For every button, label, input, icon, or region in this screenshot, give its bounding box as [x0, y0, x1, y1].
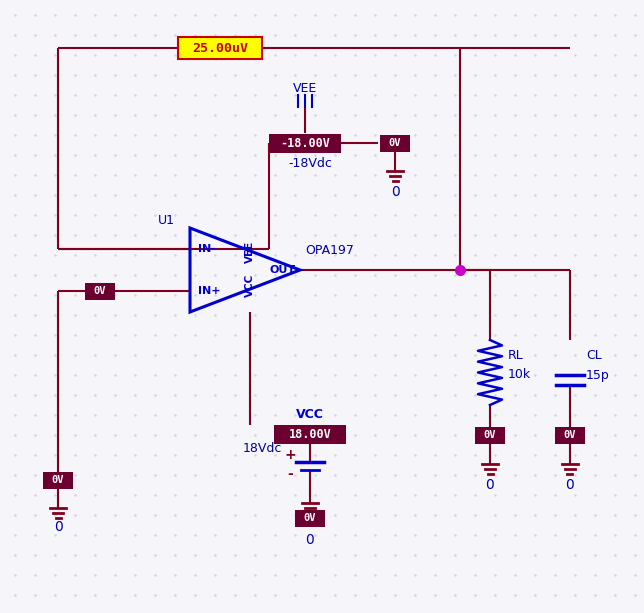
FancyBboxPatch shape [555, 427, 585, 443]
FancyBboxPatch shape [274, 424, 346, 443]
FancyBboxPatch shape [43, 471, 73, 489]
Text: 18.00V: 18.00V [289, 427, 332, 441]
Text: 0V: 0V [484, 430, 497, 440]
Text: 0V: 0V [52, 475, 64, 485]
Text: 10k: 10k [508, 368, 531, 381]
FancyBboxPatch shape [380, 134, 410, 151]
Text: +: + [284, 448, 296, 462]
Text: 0V: 0V [564, 430, 576, 440]
FancyBboxPatch shape [295, 509, 325, 527]
Text: IN+: IN+ [198, 286, 220, 296]
Text: U1: U1 [158, 213, 175, 226]
Text: 0: 0 [53, 520, 62, 534]
Text: 25.00uV: 25.00uV [192, 42, 248, 55]
Text: 0: 0 [565, 478, 574, 492]
Text: CL: CL [586, 349, 601, 362]
Text: 18Vdc: 18Vdc [242, 441, 281, 454]
Text: OUT: OUT [270, 265, 296, 275]
Text: 0: 0 [306, 533, 314, 547]
Text: 0V: 0V [389, 138, 401, 148]
Text: 0: 0 [391, 185, 399, 199]
Text: VEE: VEE [245, 241, 255, 263]
FancyBboxPatch shape [269, 134, 341, 153]
Text: OPA197: OPA197 [305, 243, 354, 256]
Text: -18.00V: -18.00V [280, 137, 330, 150]
Text: VEE: VEE [293, 82, 317, 94]
FancyBboxPatch shape [475, 427, 505, 443]
FancyBboxPatch shape [85, 283, 115, 300]
Text: IN-: IN- [198, 244, 216, 254]
Text: 0V: 0V [304, 513, 316, 523]
FancyBboxPatch shape [178, 37, 262, 59]
Text: 0: 0 [486, 478, 495, 492]
Text: VCC: VCC [296, 408, 324, 422]
Text: -: - [287, 467, 293, 481]
Text: 15p: 15p [586, 368, 610, 381]
Text: VCC: VCC [245, 273, 255, 297]
Text: 0V: 0V [94, 286, 106, 296]
Text: -18Vdc: -18Vdc [288, 156, 332, 170]
Text: RL: RL [508, 349, 524, 362]
